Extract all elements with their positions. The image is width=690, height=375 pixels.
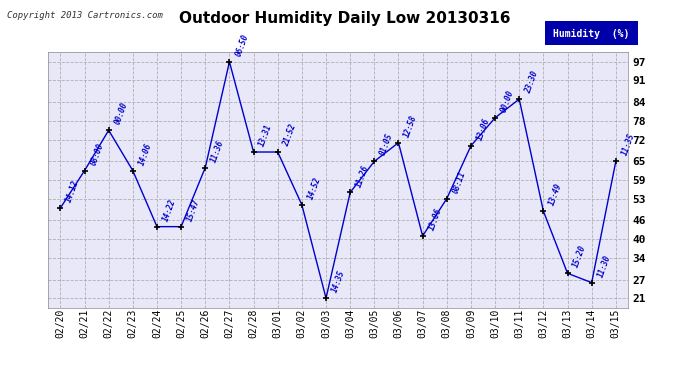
Text: 11:36: 11:36	[210, 139, 226, 164]
Text: 06:50: 06:50	[234, 33, 250, 58]
Text: 14:06: 14:06	[137, 142, 153, 166]
Text: 13:31: 13:31	[258, 123, 274, 148]
Text: 14:12: 14:12	[65, 179, 81, 204]
Text: 11:35: 11:35	[620, 132, 636, 157]
Text: 13:06: 13:06	[475, 117, 491, 142]
Text: 00:00: 00:00	[113, 101, 129, 126]
Text: 11:26: 11:26	[355, 164, 371, 188]
Text: Outdoor Humidity Daily Low 20130316: Outdoor Humidity Daily Low 20130316	[179, 11, 511, 26]
Text: 13:06: 13:06	[427, 207, 443, 232]
Text: 08:11: 08:11	[451, 170, 467, 195]
Text: 15:20: 15:20	[572, 244, 588, 269]
Text: 08:00: 08:00	[89, 142, 105, 166]
Text: 15:47: 15:47	[186, 198, 201, 222]
Text: 14:52: 14:52	[306, 176, 322, 201]
Text: 14:35: 14:35	[331, 269, 346, 294]
Text: 00:00: 00:00	[500, 89, 515, 114]
Text: Copyright 2013 Cartronics.com: Copyright 2013 Cartronics.com	[7, 11, 163, 20]
Text: Humidity  (%): Humidity (%)	[553, 29, 630, 39]
Text: 23:30: 23:30	[524, 70, 540, 95]
Text: 21:52: 21:52	[282, 123, 298, 148]
Text: 11:30: 11:30	[596, 254, 612, 279]
Text: 14:22: 14:22	[161, 198, 177, 222]
Text: 13:49: 13:49	[548, 182, 564, 207]
Text: 01:05: 01:05	[379, 132, 395, 157]
Text: 12:58: 12:58	[403, 114, 419, 138]
